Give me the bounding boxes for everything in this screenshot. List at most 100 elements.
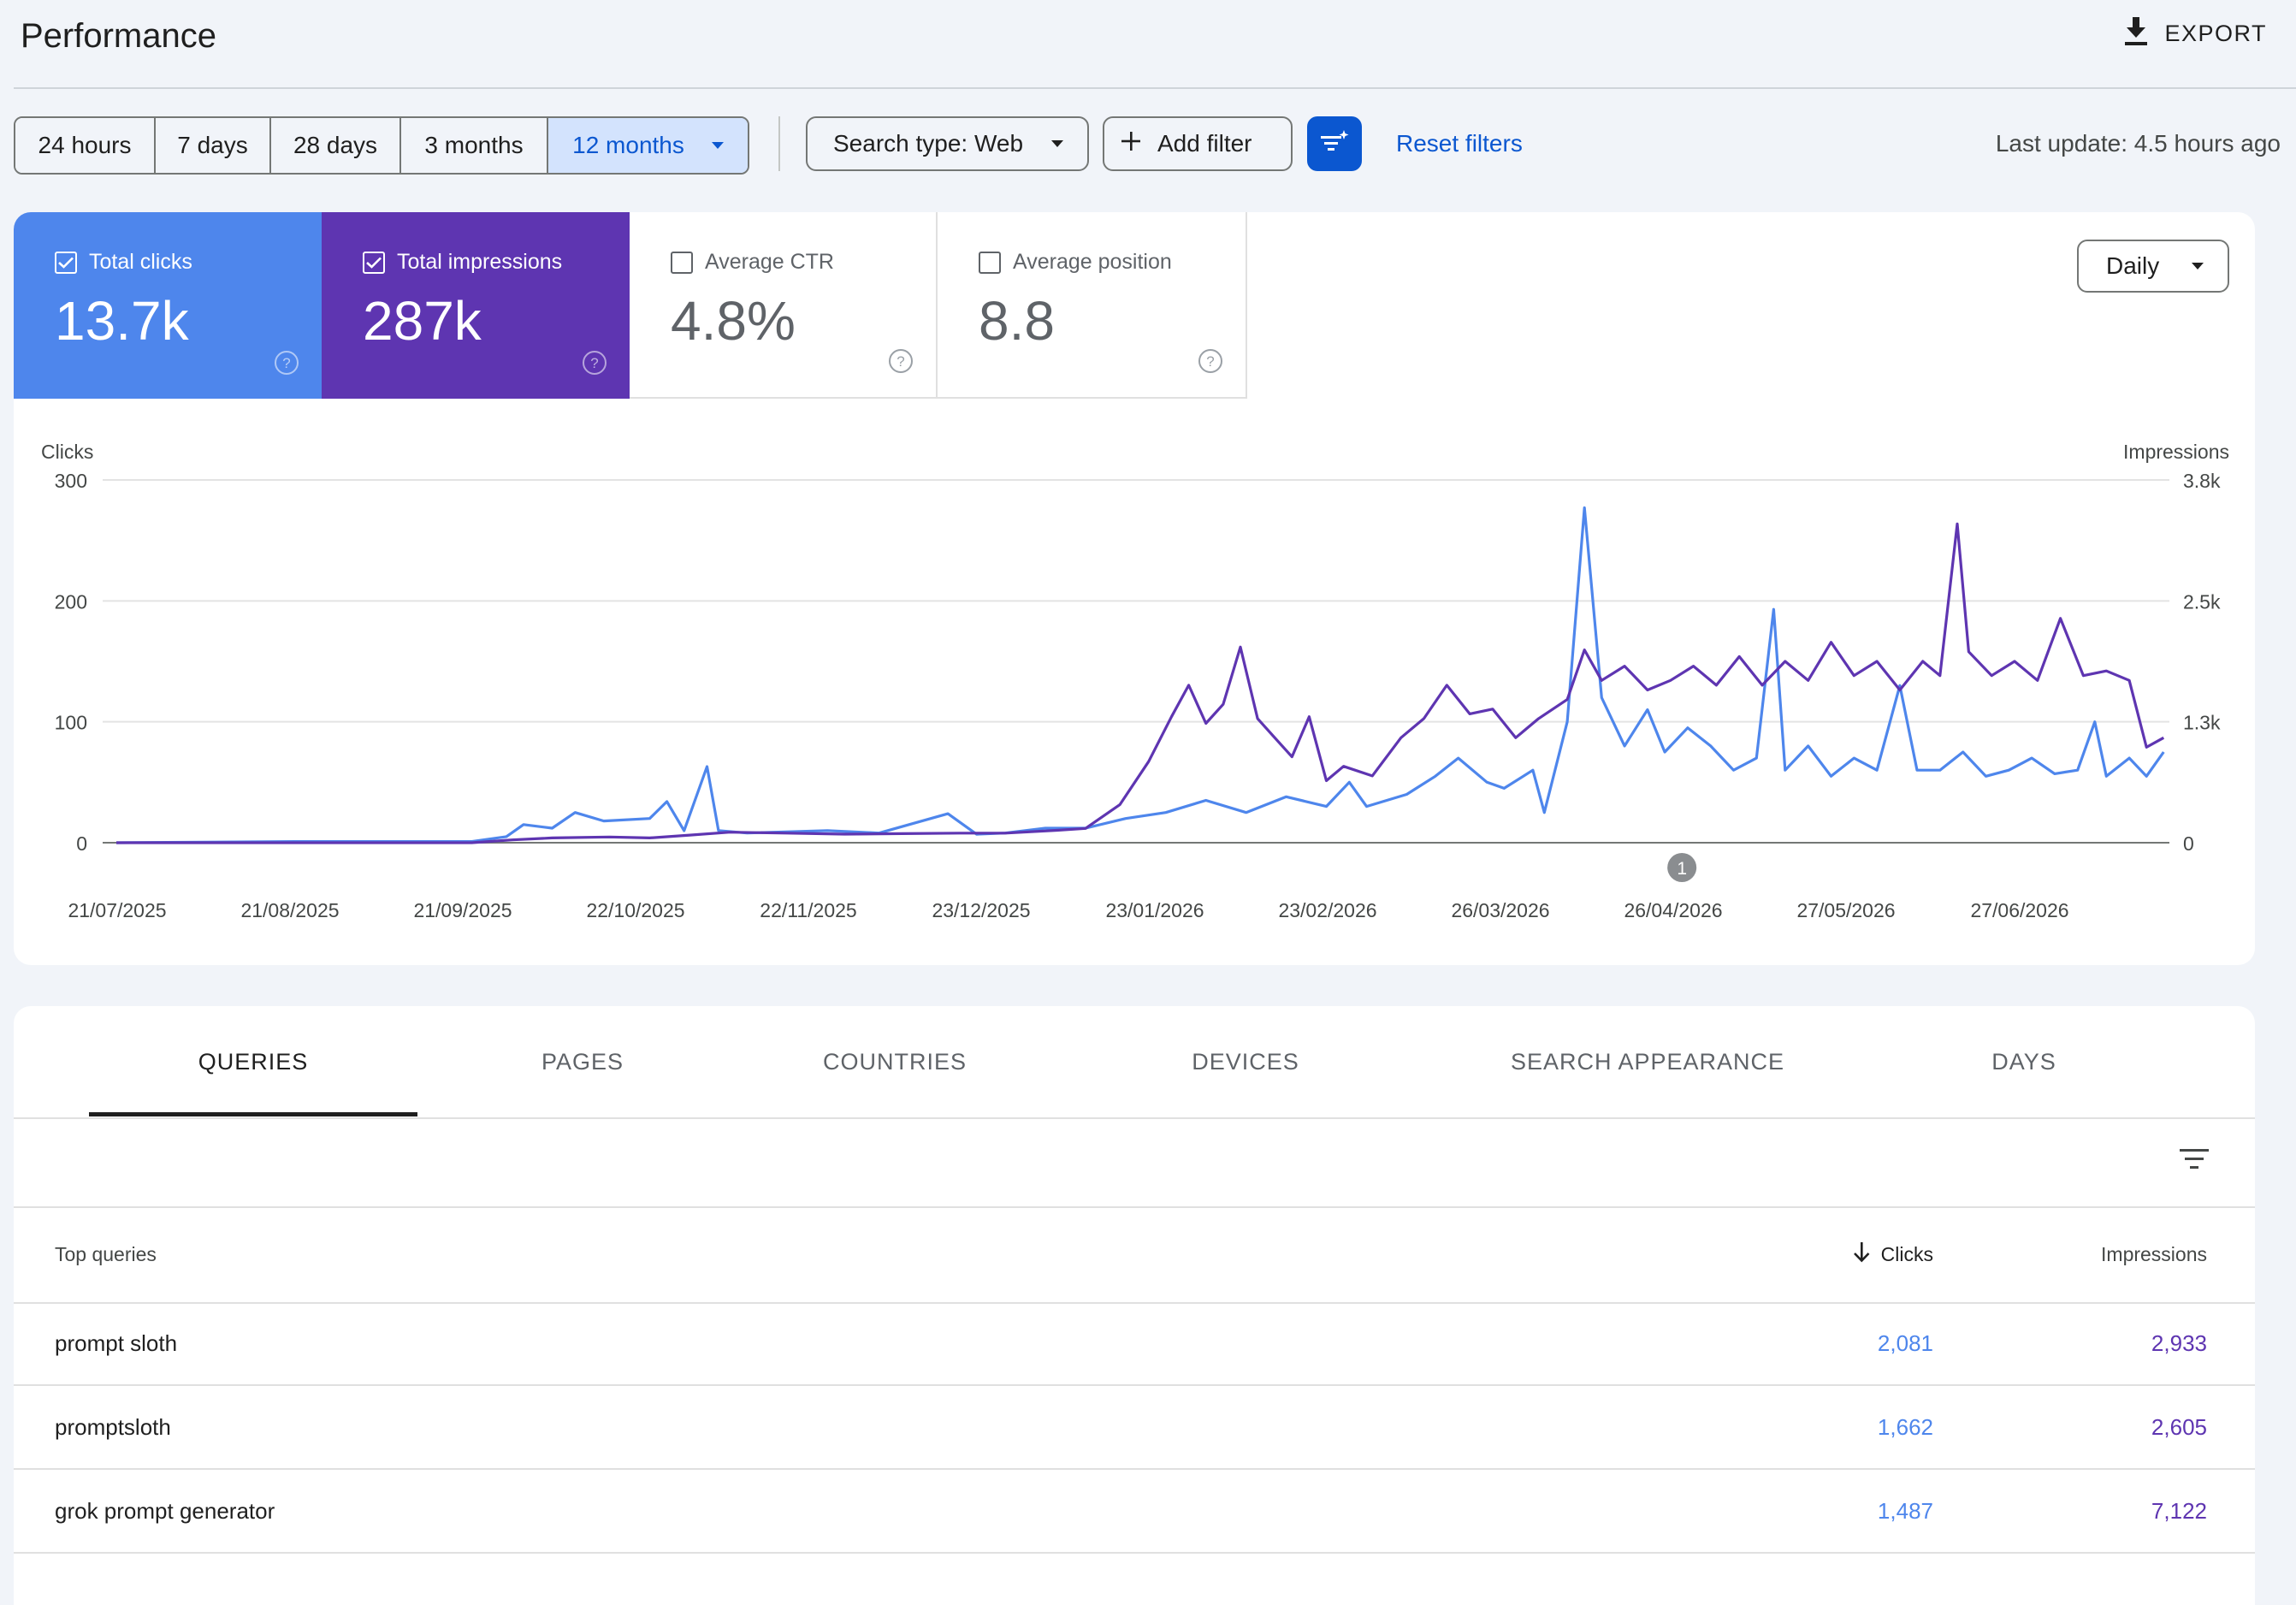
filter-bar-divider — [778, 116, 780, 171]
right-axis-tick-label: 0 — [2183, 832, 2194, 855]
tab-days[interactable]: DAYS — [1991, 1048, 2056, 1075]
metric-label: Average position — [1013, 250, 1172, 274]
range-24-hours-button[interactable]: 24 hours — [15, 118, 156, 173]
clicks-cell: 1,487 — [1877, 1497, 1933, 1524]
svg-text:?: ? — [1206, 353, 1214, 370]
impressions-series-line — [116, 522, 2165, 844]
column-header-impressions[interactable]: Impressions — [2101, 1242, 2207, 1265]
svg-text:?: ? — [897, 353, 904, 370]
total-impressions-card[interactable]: Total impressions 287k ? — [322, 212, 630, 399]
tab-countries[interactable]: COUNTRIES — [822, 1048, 967, 1075]
svg-text:?: ? — [282, 355, 290, 371]
annotation-marker — [1667, 853, 1697, 882]
dimensions-table-card: QUERIES PAGES COUNTRIES DEVICES SEARCH A… — [14, 1006, 2255, 1605]
help-icon[interactable]: ? — [274, 350, 299, 380]
sort-descending-icon — [1852, 1241, 1871, 1268]
left-axis-tick-label: 200 — [55, 590, 87, 613]
x-axis-tick-label: 23/02/2026 — [1278, 899, 1376, 921]
query-cell: grok prompt generator — [55, 1497, 275, 1524]
clicks-cell: 1,662 — [1877, 1413, 1933, 1440]
performance-line-chart: 300 3.8k 200 2.5k 100 1.3k 0 0 Clicks Impressions… — [41, 441, 2229, 921]
dropdown-arrow-icon — [711, 142, 724, 149]
checkbox-unchecked-icon[interactable] — [979, 251, 1001, 274]
download-icon — [2123, 16, 2149, 50]
metric-label: Total impressions — [397, 250, 563, 274]
tab-pages[interactable]: PAGES — [541, 1048, 624, 1075]
impressions-cell: 2,605 — [2151, 1413, 2207, 1440]
impressions-cell: 2,933 — [2151, 1330, 2207, 1356]
header-divider — [14, 87, 2296, 89]
x-axis-tick-label: 27/06/2026 — [1970, 899, 2068, 921]
x-axis-tick-label: 27/05/2026 — [1796, 899, 1895, 921]
right-axis-tick-label: 3.8k — [2183, 470, 2221, 492]
x-axis-tick-label: 23/01/2026 — [1105, 899, 1204, 921]
dimension-tabs: QUERIES PAGES COUNTRIES DEVICES SEARCH A… — [14, 1006, 2255, 1119]
average-position-card[interactable]: Average position 8.8 ? — [938, 212, 1247, 399]
help-icon[interactable]: ? — [1198, 348, 1223, 378]
metric-label: Average CTR — [705, 250, 834, 274]
last-update-text: Last update: 4.5 hours ago — [1995, 130, 2281, 157]
x-axis-tick-label: 26/04/2026 — [1624, 899, 1722, 921]
query-cell: promptsloth — [55, 1413, 171, 1440]
x-axis-tick-label: 23/12/2025 — [932, 899, 1030, 921]
table-row[interactable]: prompt sloth 2,081 2,933 — [14, 1302, 2255, 1386]
tab-queries[interactable]: QUERIES — [198, 1048, 309, 1075]
left-axis-tick-label: 300 — [55, 470, 87, 492]
smart-filter-button[interactable] — [1307, 116, 1362, 171]
table-row[interactable]: promptsloth 1,662 2,605 — [14, 1386, 2255, 1470]
left-axis-label: Clicks — [41, 441, 93, 463]
x-axis-tick-label: 21/08/2025 — [240, 899, 339, 921]
tab-devices[interactable]: DEVICES — [1192, 1048, 1299, 1075]
impressions-cell: 7,122 — [2151, 1497, 2207, 1524]
checkbox-checked-icon[interactable] — [363, 251, 385, 274]
dropdown-arrow-icon — [1051, 140, 1063, 147]
column-header-clicks[interactable]: Clicks — [1852, 1206, 1933, 1302]
query-cell: prompt sloth — [55, 1330, 178, 1356]
help-icon[interactable]: ? — [582, 350, 607, 380]
table-row[interactable]: grok prompt generator 1,487 7,122 — [14, 1470, 2255, 1554]
sparkle-filter-icon — [1319, 129, 1350, 159]
filter-rows-icon[interactable] — [2178, 1145, 2210, 1178]
metric-value: 4.8% — [671, 290, 796, 352]
total-clicks-card[interactable]: Total clicks 13.7k ? — [14, 212, 322, 399]
range-28-days-button[interactable]: 28 days — [271, 118, 401, 173]
reset-filters-link[interactable]: Reset filters — [1396, 130, 1523, 157]
dropdown-arrow-icon — [2192, 263, 2204, 269]
right-axis-label: Impressions — [2123, 441, 2229, 463]
help-icon[interactable]: ? — [888, 348, 914, 378]
average-ctr-card[interactable]: Average CTR 4.8% ? — [630, 212, 938, 399]
active-tab-indicator — [89, 1112, 417, 1116]
range-3-months-button[interactable]: 3 months — [401, 118, 548, 173]
export-label: EXPORT — [2164, 20, 2267, 46]
column-header-query: Top queries — [55, 1242, 157, 1265]
clicks-series-line — [115, 506, 2165, 844]
search-type-dropdown[interactable]: Search type: Web — [806, 116, 1089, 171]
svg-text:?: ? — [590, 355, 598, 371]
add-filter-button[interactable]: Add filter — [1103, 116, 1293, 171]
left-axis-tick-label: 0 — [76, 832, 87, 855]
left-axis-tick-label: 100 — [55, 712, 87, 734]
metric-value: 287k — [363, 290, 482, 352]
tab-search-appearance[interactable]: SEARCH APPEARANCE — [1510, 1048, 1785, 1075]
range-12-months-button[interactable]: 12 months — [548, 118, 748, 173]
metric-label: Total clicks — [89, 250, 192, 274]
page-title: Performance — [21, 17, 216, 55]
x-axis-tick-label: 22/10/2025 — [586, 899, 684, 921]
granularity-dropdown[interactable]: Daily — [2077, 240, 2229, 293]
metric-value: 13.7k — [55, 290, 189, 352]
performance-chart-card: Total clicks 13.7k ? Total impressions 2… — [14, 212, 2255, 965]
x-axis-tick-label: 21/07/2025 — [68, 899, 166, 921]
metric-value: 8.8 — [979, 290, 1055, 352]
x-axis-tick-label: 26/03/2026 — [1451, 899, 1549, 921]
clicks-cell: 2,081 — [1877, 1330, 1933, 1356]
checkbox-unchecked-icon[interactable] — [671, 251, 693, 274]
table-filter-row — [14, 1117, 2255, 1208]
annotation-label: 1 — [1677, 859, 1687, 879]
plus-icon — [1120, 130, 1142, 158]
table-header-row: Top queries Clicks Impressions — [14, 1206, 2255, 1304]
checkbox-checked-icon[interactable] — [55, 251, 77, 274]
x-axis-tick-label: 22/11/2025 — [760, 899, 856, 921]
date-range-group: 24 hours 7 days 28 days 3 months 12 mont… — [14, 116, 749, 175]
export-button[interactable]: EXPORT — [2123, 12, 2267, 55]
range-7-days-button[interactable]: 7 days — [156, 118, 271, 173]
